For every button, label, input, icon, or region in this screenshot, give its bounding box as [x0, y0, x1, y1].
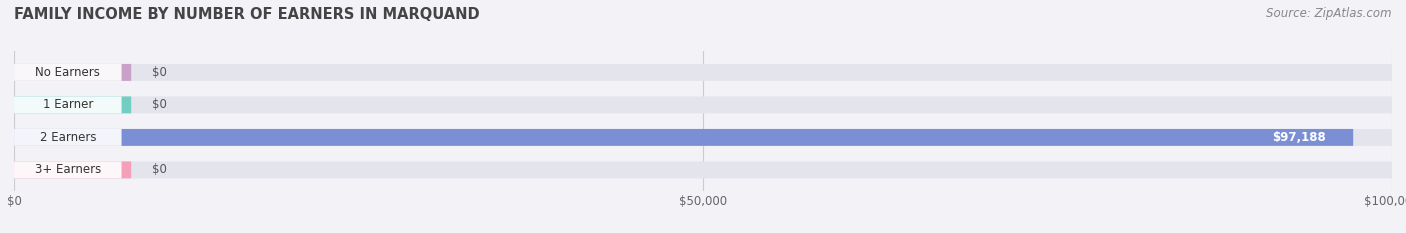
Text: $0: $0 [152, 163, 167, 176]
FancyBboxPatch shape [14, 129, 121, 146]
FancyBboxPatch shape [14, 96, 1392, 113]
FancyBboxPatch shape [14, 96, 131, 113]
FancyBboxPatch shape [14, 64, 1392, 81]
FancyBboxPatch shape [14, 161, 131, 178]
FancyBboxPatch shape [14, 129, 1392, 146]
Text: No Earners: No Earners [35, 66, 100, 79]
Text: 3+ Earners: 3+ Earners [35, 163, 101, 176]
Text: $0: $0 [152, 66, 167, 79]
Text: Source: ZipAtlas.com: Source: ZipAtlas.com [1267, 7, 1392, 20]
Text: FAMILY INCOME BY NUMBER OF EARNERS IN MARQUAND: FAMILY INCOME BY NUMBER OF EARNERS IN MA… [14, 7, 479, 22]
FancyBboxPatch shape [14, 64, 131, 81]
Text: $97,188: $97,188 [1272, 131, 1326, 144]
FancyBboxPatch shape [14, 161, 1392, 178]
Text: $0: $0 [152, 98, 167, 111]
FancyBboxPatch shape [14, 161, 121, 178]
FancyBboxPatch shape [14, 64, 121, 81]
Text: 2 Earners: 2 Earners [39, 131, 96, 144]
FancyBboxPatch shape [14, 129, 1353, 146]
Text: 1 Earner: 1 Earner [42, 98, 93, 111]
FancyBboxPatch shape [14, 96, 121, 113]
